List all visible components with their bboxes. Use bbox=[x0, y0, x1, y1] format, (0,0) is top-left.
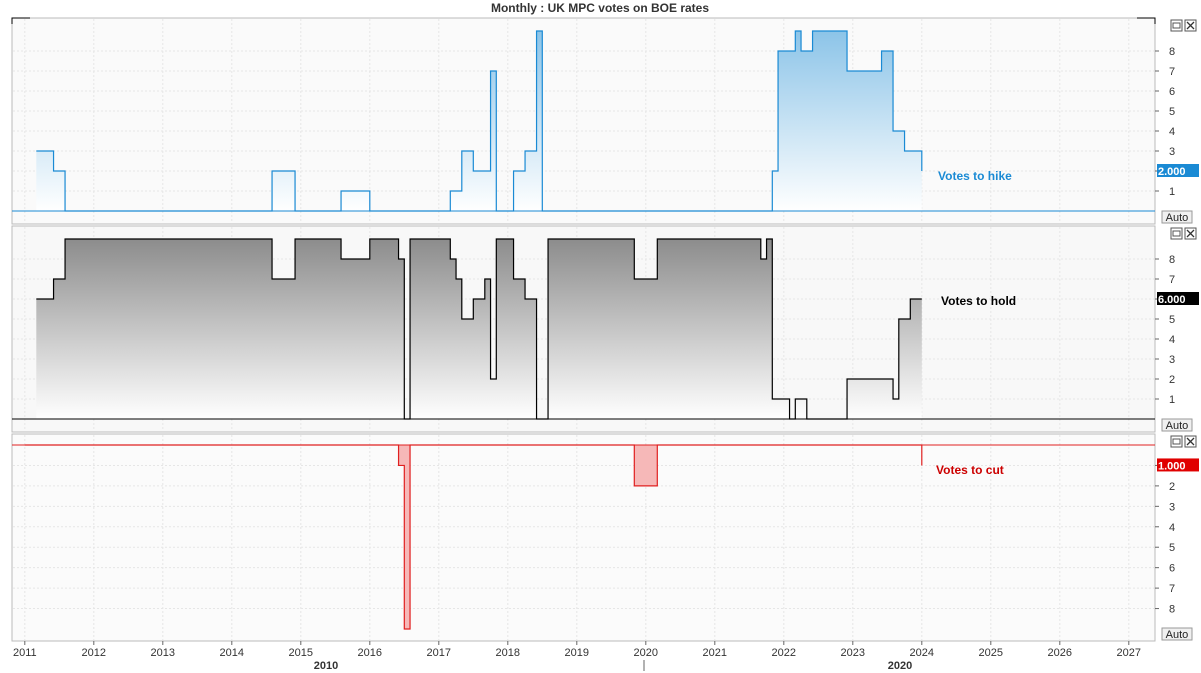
chart-title: Monthly : UK MPC votes on BOE rates bbox=[491, 1, 709, 15]
ytick-label: 5 bbox=[1169, 542, 1175, 554]
auto-scale-label: Auto bbox=[1166, 212, 1189, 224]
ytick-label: 8 bbox=[1169, 254, 1175, 266]
xtick-label: 2020 bbox=[634, 647, 658, 659]
close-icon-x bbox=[1186, 229, 1195, 238]
maximize-icon-inner bbox=[1172, 22, 1181, 29]
auto-scale-button[interactable]: Auto bbox=[1161, 627, 1193, 641]
xtick-label: 2021 bbox=[703, 647, 727, 659]
xtick-label: 2016 bbox=[358, 647, 382, 659]
xtick-label: 2022 bbox=[772, 647, 796, 659]
auto-scale-button[interactable]: Auto bbox=[1161, 210, 1193, 224]
maximize-icon bbox=[1170, 227, 1183, 240]
pane-corner-right bbox=[1137, 17, 1156, 24]
ytick-label: 3 bbox=[1169, 146, 1175, 158]
xtick-label: 2019 bbox=[565, 647, 589, 659]
xtick-label: 2025 bbox=[979, 647, 1003, 659]
ytick-label: 4 bbox=[1169, 522, 1175, 534]
plot-area: Votes to hike Votes to hold Votes to cut bbox=[11, 17, 1156, 630]
xtick-label: 2015 bbox=[289, 647, 313, 659]
ytick-label: 6 bbox=[1169, 563, 1175, 575]
maximize-icon bbox=[1170, 435, 1183, 448]
xtick-label: 2018 bbox=[496, 647, 520, 659]
ytick-label: 1 bbox=[1169, 186, 1175, 198]
series-label-hold: Votes to hold bbox=[941, 294, 1016, 308]
xtick-label: 2014 bbox=[220, 647, 244, 659]
xtick-label: 2023 bbox=[841, 647, 865, 659]
last-value-text-hike: 2.000 bbox=[1158, 166, 1186, 178]
xtick-label: 2013 bbox=[151, 647, 175, 659]
ytick-label: 2 bbox=[1169, 481, 1175, 493]
xtick-label: 2012 bbox=[82, 647, 106, 659]
y-axes: 123456782.000123456786.000123456781.000 bbox=[1155, 46, 1199, 616]
pane-close-button[interactable] bbox=[1184, 435, 1197, 448]
ytick-label: 1 bbox=[1169, 394, 1175, 406]
last-value-badge-hold bbox=[1157, 292, 1199, 305]
maximize-icon-inner bbox=[1172, 230, 1181, 237]
decade-label: 2010 bbox=[314, 660, 338, 672]
ytick-label: 8 bbox=[1169, 46, 1175, 58]
pane-cut-bg bbox=[11, 433, 1156, 642]
ytick-label: 3 bbox=[1169, 501, 1175, 513]
pane-maximize-button[interactable] bbox=[1170, 19, 1183, 32]
series-label-cut: Votes to cut bbox=[936, 463, 1004, 477]
ytick-label: 7 bbox=[1169, 274, 1175, 286]
series-line-hold bbox=[36, 238, 922, 420]
last-value-badge-hike bbox=[1157, 164, 1199, 177]
series-label-hike: Votes to hike bbox=[938, 169, 1012, 183]
last-value-text-hold: 6.000 bbox=[1158, 294, 1186, 306]
ytick-label: 5 bbox=[1169, 106, 1175, 118]
auto-scale-label: Auto bbox=[1166, 420, 1189, 432]
pane-controls: Auto Auto Auto bbox=[1161, 19, 1197, 641]
series-area-hold bbox=[36, 239, 922, 419]
pane-corner-left bbox=[11, 17, 30, 24]
last-value-text-cut: 1.000 bbox=[1158, 460, 1186, 472]
ytick-label: 7 bbox=[1169, 66, 1175, 78]
ytick-label: 4 bbox=[1169, 126, 1175, 138]
ytick-label: 8 bbox=[1169, 604, 1175, 616]
ytick-label: 5 bbox=[1169, 314, 1175, 326]
pane-maximize-button[interactable] bbox=[1170, 227, 1183, 240]
auto-scale-box bbox=[1161, 418, 1193, 432]
grid bbox=[13, 19, 1154, 640]
x-axis: 2011 2012 2013 2014 2015 2016 2017 2018 2019 2020… bbox=[13, 641, 1141, 672]
ytick-label: 4 bbox=[1169, 334, 1175, 346]
maximize-icon bbox=[1170, 19, 1183, 32]
auto-scale-box bbox=[1161, 210, 1193, 224]
auto-scale-button[interactable]: Auto bbox=[1161, 418, 1193, 432]
xtick-label: 2017 bbox=[427, 647, 451, 659]
decade-label: 2020 bbox=[888, 660, 912, 672]
ytick-label: 2 bbox=[1169, 374, 1175, 386]
maximize-icon-inner bbox=[1172, 438, 1181, 445]
pane-hike-bg bbox=[11, 17, 1156, 225]
close-icon-x bbox=[1186, 21, 1195, 30]
xtick-label: 2011 bbox=[13, 647, 37, 659]
ytick-label: 3 bbox=[1169, 354, 1175, 366]
pane-close-button[interactable] bbox=[1184, 19, 1197, 32]
close-icon-x bbox=[1186, 437, 1195, 446]
pane-maximize-button[interactable] bbox=[1170, 435, 1183, 448]
auto-scale-box bbox=[1161, 627, 1193, 641]
last-value-badge-cut bbox=[1157, 458, 1199, 472]
pane-close-button[interactable] bbox=[1184, 227, 1197, 240]
xtick-label: 2027 bbox=[1117, 647, 1141, 659]
xtick-label: 2024 bbox=[910, 647, 934, 659]
ytick-label: 6 bbox=[1169, 86, 1175, 98]
ytick-label: 7 bbox=[1169, 583, 1175, 595]
auto-scale-label: Auto bbox=[1166, 629, 1189, 641]
xtick-label: 2026 bbox=[1048, 647, 1072, 659]
series-area-hike bbox=[36, 31, 922, 211]
